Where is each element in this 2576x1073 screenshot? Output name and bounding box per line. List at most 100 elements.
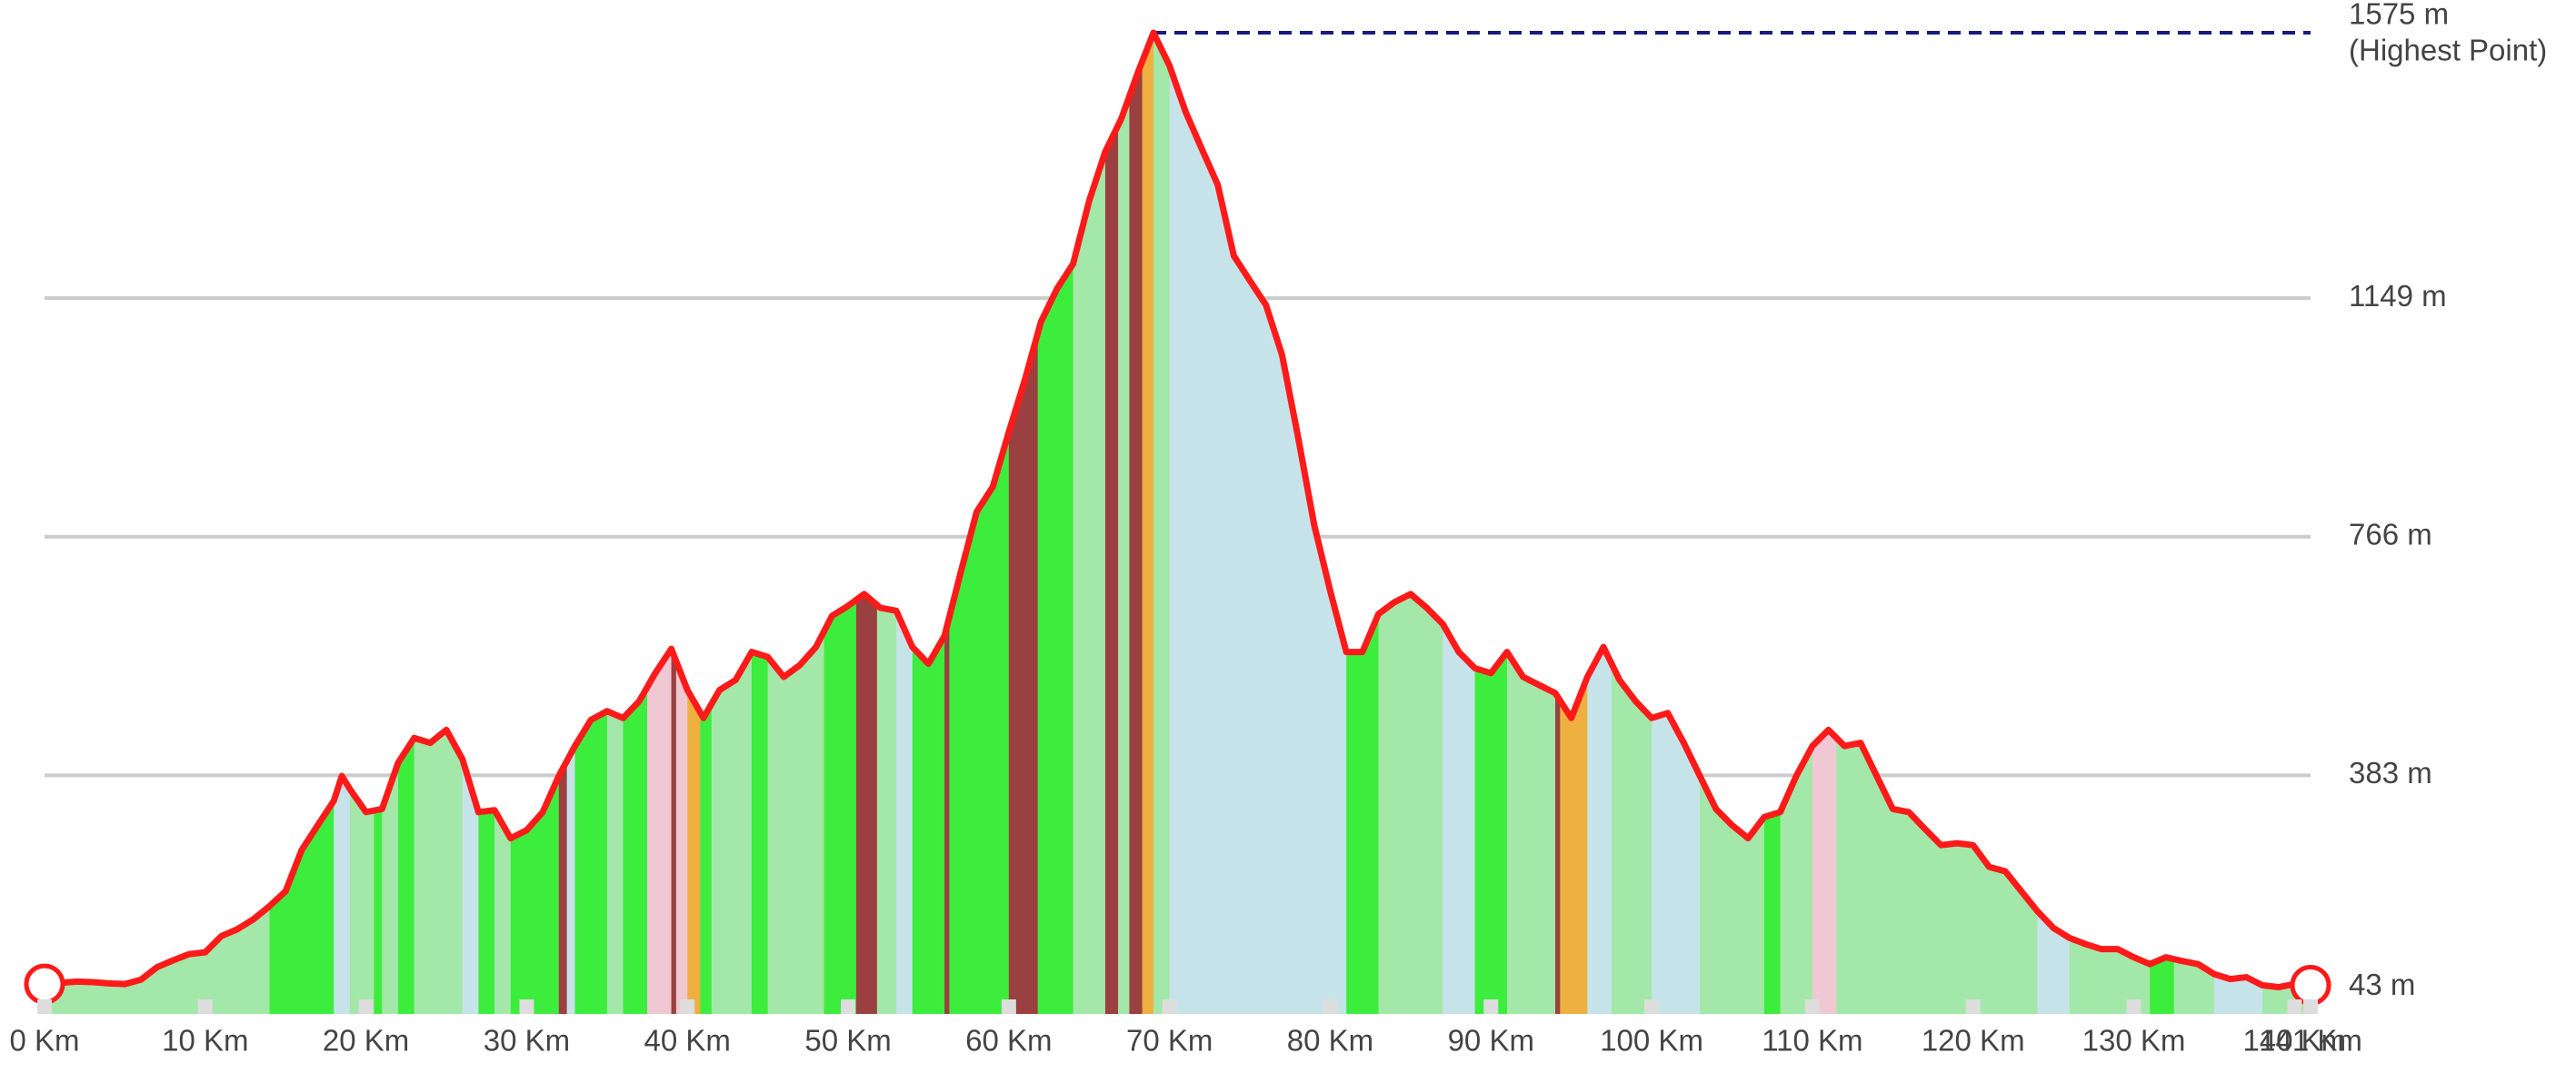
segment bbox=[1611, 33, 1652, 1014]
x-tick-mark bbox=[1644, 999, 1660, 1014]
x-tick-label: 0 Km bbox=[9, 1024, 79, 1058]
segment bbox=[1763, 33, 1782, 1014]
segment bbox=[2069, 33, 2151, 1014]
x-tick-label: 60 Km bbox=[965, 1024, 1052, 1058]
segment bbox=[1587, 33, 1612, 1014]
segment bbox=[397, 33, 415, 1014]
segment bbox=[700, 33, 713, 1014]
x-tick-mark bbox=[2287, 999, 2302, 1014]
x-tick-mark bbox=[37, 999, 52, 1014]
segment bbox=[896, 33, 914, 1014]
x-tick-mark bbox=[680, 999, 695, 1014]
segment bbox=[1118, 33, 1131, 1014]
y-tick-label: 1575 m bbox=[2349, 0, 2449, 31]
area bbox=[45, 33, 2311, 1014]
segment bbox=[1812, 33, 1838, 1014]
x-tick-mark bbox=[1323, 999, 1338, 1014]
segment bbox=[334, 33, 351, 1014]
segment bbox=[1008, 33, 1039, 1014]
x-tick-mark bbox=[1483, 999, 1499, 1014]
segment bbox=[1142, 33, 1154, 1014]
segment bbox=[1346, 33, 1380, 1014]
segment bbox=[510, 33, 560, 1014]
segment bbox=[824, 33, 857, 1014]
x-tick-label: 20 Km bbox=[323, 1024, 409, 1058]
segment bbox=[269, 33, 334, 1014]
segment bbox=[876, 33, 897, 1014]
segment bbox=[711, 33, 753, 1014]
x-tick-label: 120 Km bbox=[1922, 1024, 2025, 1058]
y-tick-label: 766 m bbox=[2349, 517, 2432, 551]
x-tick-label: 110 Km bbox=[1762, 1024, 1862, 1058]
x-tick-mark bbox=[2303, 999, 2318, 1014]
x-tick-label: 70 Km bbox=[1126, 1024, 1213, 1058]
segment bbox=[574, 33, 608, 1014]
segment bbox=[1129, 33, 1143, 1014]
y-tick-label: 1149 m bbox=[2349, 279, 2447, 313]
x-tick-label: 90 Km bbox=[1448, 1024, 1534, 1058]
x-tick-label: 141 Km bbox=[2259, 1024, 2362, 1058]
segment bbox=[374, 33, 383, 1014]
segment bbox=[751, 33, 769, 1014]
x-tick-mark bbox=[358, 999, 374, 1014]
x-tick-mark bbox=[519, 999, 534, 1014]
segment bbox=[1780, 33, 1813, 1014]
x-tick-mark bbox=[2126, 999, 2142, 1014]
x-tick-label: 40 Km bbox=[644, 1024, 731, 1058]
x-tick-mark bbox=[841, 999, 856, 1014]
segment bbox=[855, 33, 878, 1014]
segment bbox=[949, 33, 1010, 1014]
segment bbox=[1443, 33, 1476, 1014]
segment bbox=[623, 33, 648, 1014]
segment bbox=[1555, 33, 1561, 1014]
x-tick-mark bbox=[1804, 999, 1820, 1014]
segment bbox=[2213, 33, 2263, 1014]
segment bbox=[2173, 33, 2215, 1014]
segment bbox=[2150, 33, 2175, 1014]
segment bbox=[382, 33, 399, 1014]
x-tick-label: 100 Km bbox=[1600, 1024, 1703, 1058]
segment bbox=[2037, 33, 2071, 1014]
segment bbox=[414, 33, 464, 1014]
segment bbox=[1378, 33, 1443, 1014]
segment bbox=[494, 33, 512, 1014]
segment bbox=[1560, 33, 1588, 1014]
segment bbox=[912, 33, 945, 1014]
segment bbox=[1836, 33, 2039, 1014]
x-tick-mark bbox=[1965, 999, 1981, 1014]
segment bbox=[45, 33, 271, 1014]
y-tick-label: 43 m bbox=[2349, 968, 2415, 1001]
x-tick-mark bbox=[197, 999, 213, 1014]
segment bbox=[462, 33, 479, 1014]
segment bbox=[1506, 33, 1556, 1014]
x-tick-label: 50 Km bbox=[804, 1024, 891, 1058]
segment bbox=[1652, 33, 1701, 1014]
endpoint-marker bbox=[2290, 964, 2331, 1006]
segment bbox=[1153, 33, 1171, 1014]
segment bbox=[558, 33, 568, 1014]
x-tick-label: 30 Km bbox=[484, 1024, 570, 1058]
segment bbox=[2261, 33, 2311, 1014]
segment bbox=[478, 33, 495, 1014]
segment bbox=[1474, 33, 1508, 1014]
annotation: (Highest Point) bbox=[2349, 34, 2547, 67]
x-tick-mark bbox=[1162, 999, 1177, 1014]
x-tick-label: 130 Km bbox=[2082, 1024, 2186, 1058]
y-tick-label: 383 m bbox=[2349, 756, 2432, 790]
elevation-line bbox=[44, 29, 2311, 991]
segment bbox=[687, 33, 701, 1014]
segment bbox=[647, 33, 673, 1014]
segment bbox=[671, 33, 677, 1014]
segment bbox=[767, 33, 825, 1014]
segment bbox=[1037, 33, 1074, 1014]
x-tick-mark bbox=[1001, 999, 1016, 1014]
segment bbox=[606, 33, 624, 1014]
x-tick-label: 140 Km bbox=[2242, 1024, 2346, 1058]
segment bbox=[1104, 33, 1119, 1014]
plot: 43 m 383 m 766 m 1149 m 1575 m(Highest Point… bbox=[9, 0, 2547, 1058]
x-tick-label: 10 Km bbox=[162, 1024, 248, 1058]
segment bbox=[675, 33, 688, 1014]
endpoint-marker bbox=[24, 963, 65, 1005]
segment bbox=[349, 33, 375, 1014]
